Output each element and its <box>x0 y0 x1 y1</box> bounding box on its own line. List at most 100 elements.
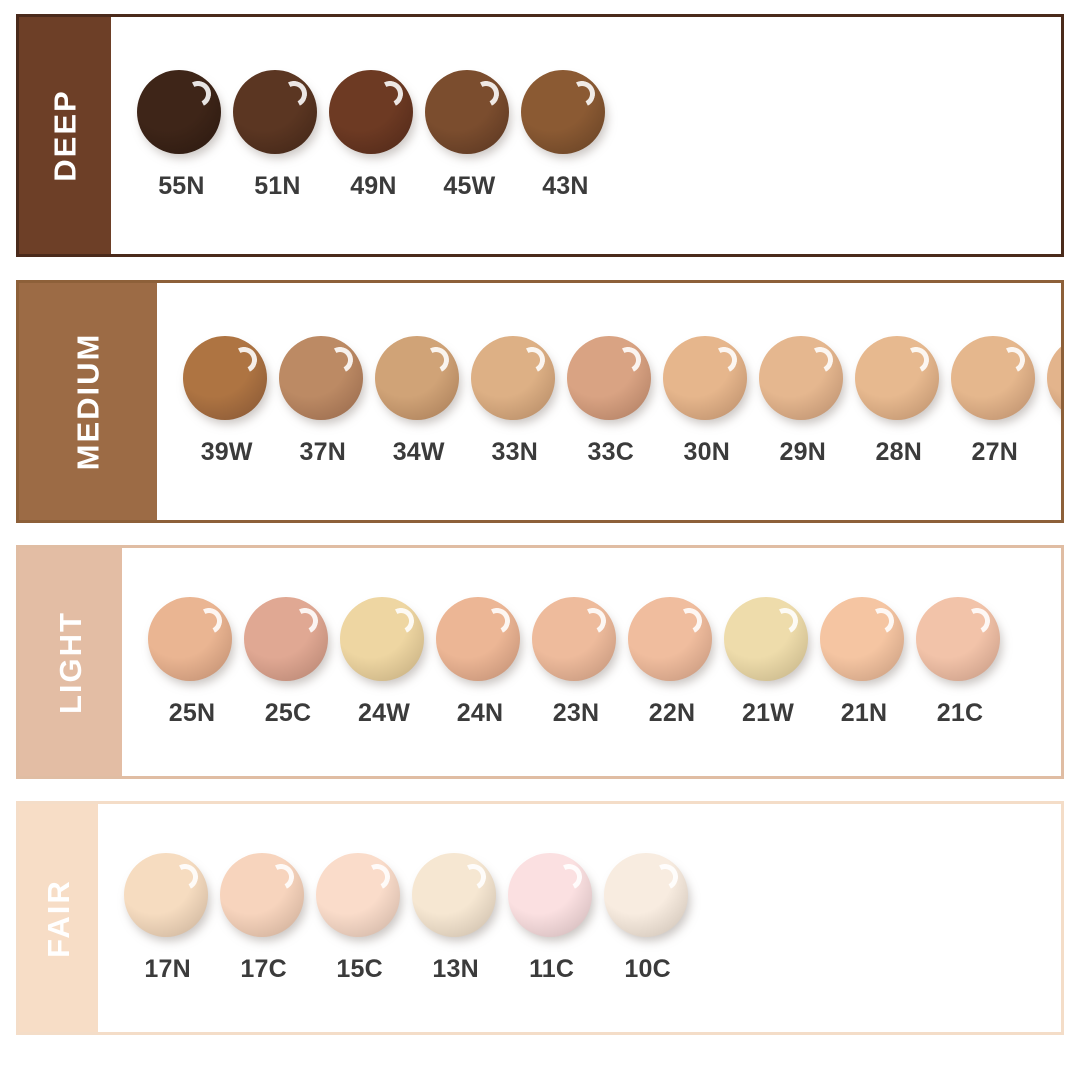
shade-code-label: 23N <box>552 698 600 727</box>
swatch-color-dot[interactable] <box>340 596 424 681</box>
swatch-color-dot[interactable] <box>233 70 318 154</box>
swatch-color-dot[interactable] <box>566 336 651 420</box>
swatch-dot-wrap <box>278 336 367 424</box>
shade-code-label: 33C <box>587 438 634 466</box>
shade-swatch-29N[interactable]: 29N <box>755 336 851 467</box>
swatch-color-dot[interactable] <box>374 336 459 420</box>
swatch-color-dot[interactable] <box>436 596 520 681</box>
shade-swatch-55N[interactable]: 55N <box>133 70 229 201</box>
swatch-color-dot[interactable] <box>329 70 414 154</box>
shade-swatch-33C[interactable]: 33C <box>563 336 659 467</box>
swatch-dot-wrap <box>244 596 332 685</box>
shade-code-label: 49N <box>350 172 397 200</box>
shade-swatch-33N[interactable]: 33N <box>467 336 563 467</box>
shade-swatch-28N[interactable]: 28N <box>851 336 947 467</box>
swatch-color-dot[interactable] <box>521 70 606 154</box>
shade-code-label: 25N <box>168 698 216 727</box>
shade-code-label: 34W <box>392 438 445 466</box>
swatch-color-dot[interactable] <box>123 852 208 937</box>
category-label: LIGHT <box>53 610 88 714</box>
swatch-color-dot[interactable] <box>219 852 304 937</box>
shade-swatch-25N[interactable]: 25N <box>144 596 240 728</box>
shade-swatch-45W[interactable]: 45W <box>421 70 517 201</box>
shade-swatch-22N[interactable]: 22N <box>624 596 720 728</box>
swatch-color-dot[interactable] <box>244 596 328 681</box>
swatch-dot-wrap <box>315 852 404 941</box>
category-label: DEEP <box>47 89 83 182</box>
swatch-dot-wrap <box>425 70 513 158</box>
shade-swatch-21W[interactable]: 21W <box>720 596 816 728</box>
swatch-dot-wrap <box>148 596 236 685</box>
shade-code-label: 25C <box>264 698 312 727</box>
shade-swatch-49N[interactable]: 49N <box>325 70 421 201</box>
swatch-dot-wrap <box>820 596 908 685</box>
shade-swatch-43N[interactable]: 43N <box>517 70 613 201</box>
shade-swatch-24N[interactable]: 24N <box>432 596 528 728</box>
swatch-dot-wrap <box>603 852 692 941</box>
category-label: FAIR <box>40 878 76 958</box>
shade-code-label: 24W <box>357 698 410 727</box>
category-tab-fair[interactable]: FAIR <box>19 804 98 1032</box>
shade-swatch-25C[interactable]: 25C <box>240 596 336 728</box>
shade-swatch-17C[interactable]: 17C <box>216 852 312 984</box>
swatch-color-dot[interactable] <box>137 70 222 154</box>
swatch-color-dot[interactable] <box>854 336 939 420</box>
shade-swatch-13N[interactable]: 13N <box>408 852 504 984</box>
swatch-color-dot[interactable] <box>758 336 843 420</box>
swatch-color-dot[interactable] <box>470 336 555 420</box>
category-tab-light[interactable]: LIGHT <box>19 548 122 776</box>
shade-code-label: 21N <box>840 698 888 727</box>
shade-swatch-27C[interactable]: 27C <box>1043 336 1061 467</box>
shade-swatch-17N[interactable]: 17N <box>120 852 216 984</box>
shade-swatch-51N[interactable]: 51N <box>229 70 325 201</box>
swatch-color-dot[interactable] <box>916 596 1000 681</box>
swatch-color-dot[interactable] <box>820 596 904 681</box>
swatch-color-dot[interactable] <box>507 852 592 937</box>
swatch-color-dot[interactable] <box>950 336 1035 420</box>
shade-swatch-21C[interactable]: 21C <box>912 596 1008 728</box>
shade-swatch-15C[interactable]: 15C <box>312 852 408 984</box>
category-tab-medium[interactable]: MEDIUM <box>19 283 157 520</box>
swatch-dot-wrap <box>411 852 500 941</box>
shade-swatch-37N[interactable]: 37N <box>275 336 371 467</box>
shade-swatch-39W[interactable]: 39W <box>179 336 275 467</box>
swatch-dot-wrap <box>340 596 428 685</box>
shade-code-label: 21C <box>936 698 984 727</box>
shade-code-label: 51N <box>254 172 301 200</box>
shade-code-label: 43N <box>542 172 589 200</box>
shade-swatch-11C[interactable]: 11C <box>504 852 600 984</box>
swatch-color-dot[interactable] <box>148 596 232 681</box>
swatch-dot-wrap <box>532 596 620 685</box>
shade-group-deep: DEEP 55N 51N 49N 45W 43N <box>16 14 1064 257</box>
swatch-dot-wrap <box>916 596 1004 685</box>
swatch-color-dot[interactable] <box>182 336 267 420</box>
shade-code-label: 55N <box>158 172 205 200</box>
swatch-color-dot[interactable] <box>662 336 747 420</box>
shade-swatch-21N[interactable]: 21N <box>816 596 912 728</box>
shade-swatch-30N[interactable]: 30N <box>659 336 755 467</box>
swatch-row: 55N 51N 49N 45W 43N <box>111 17 1061 254</box>
swatch-color-dot[interactable] <box>425 70 510 154</box>
shade-code-label: 22N <box>648 698 696 727</box>
swatch-dot-wrap <box>436 596 524 685</box>
shade-swatch-27N[interactable]: 27N <box>947 336 1043 467</box>
swatch-color-dot[interactable] <box>1046 336 1061 420</box>
swatch-dot-wrap <box>329 70 417 158</box>
swatch-dot-wrap <box>628 596 716 685</box>
swatch-color-dot[interactable] <box>532 596 616 681</box>
swatch-color-dot[interactable] <box>411 852 496 937</box>
shade-swatch-23N[interactable]: 23N <box>528 596 624 728</box>
swatch-color-dot[interactable] <box>628 596 712 681</box>
swatch-dot-wrap <box>662 336 751 424</box>
shade-group-light: LIGHT 25N 25C 24W 24N 23N 22N 21W 21N 21C <box>16 545 1064 779</box>
shade-code-label: 21W <box>741 698 794 727</box>
swatch-color-dot[interactable] <box>315 852 400 937</box>
swatch-color-dot[interactable] <box>724 596 808 681</box>
shade-swatch-10C[interactable]: 10C <box>600 852 696 984</box>
swatch-color-dot[interactable] <box>603 852 688 937</box>
swatch-color-dot[interactable] <box>278 336 363 420</box>
shade-swatch-34W[interactable]: 34W <box>371 336 467 467</box>
category-tab-deep[interactable]: DEEP <box>19 17 112 254</box>
shade-swatch-24W[interactable]: 24W <box>336 596 432 728</box>
